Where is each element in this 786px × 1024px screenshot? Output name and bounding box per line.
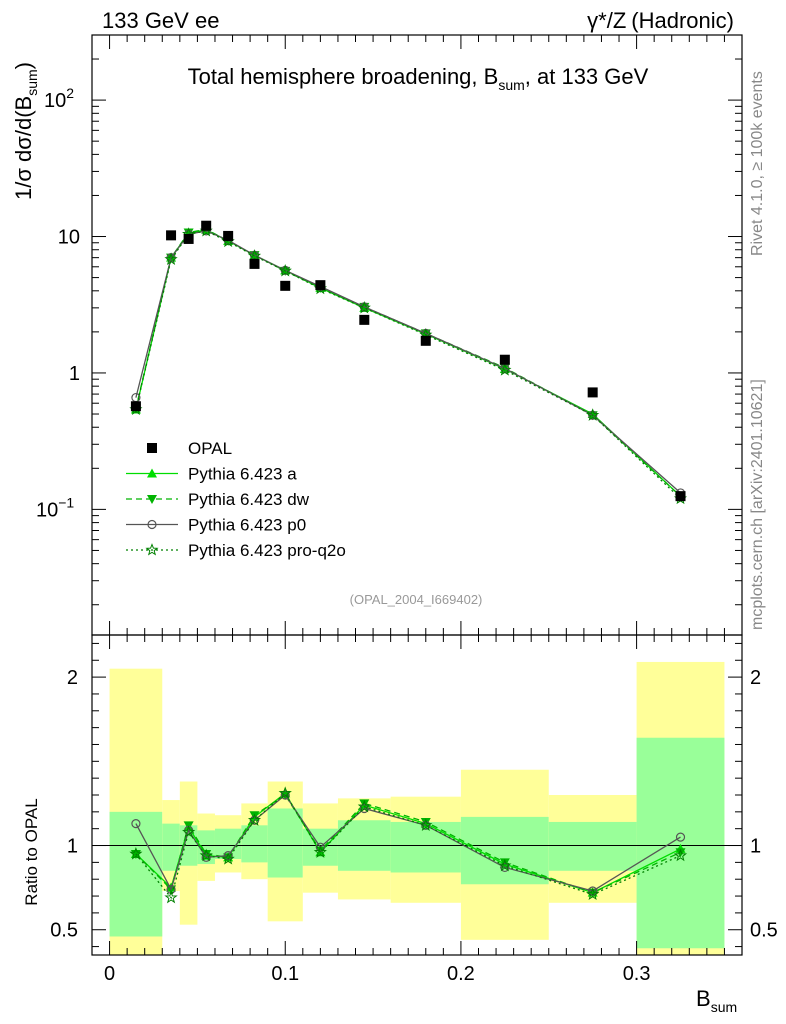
legend-marker	[147, 468, 157, 478]
stat-uncertainty-band	[109, 811, 163, 937]
legend-marker	[145, 543, 159, 556]
legend-item-2: Pythia 6.423 p0	[126, 516, 306, 535]
ratio-tick-label: 0.5	[50, 920, 78, 942]
series-ratio-point	[199, 848, 213, 862]
series-ratio-point	[500, 862, 510, 873]
y-tick-label: 10−1	[36, 494, 74, 521]
data-point	[280, 280, 291, 291]
series-point	[278, 263, 292, 277]
legend-item-1: Pythia 6.423 dw	[126, 490, 310, 509]
legend-label: Pythia 6.423 a	[188, 465, 297, 484]
x-tick-label: 0.3	[623, 963, 651, 985]
series-ratio-point	[280, 790, 290, 800]
stat-uncertainty-band	[267, 808, 303, 878]
data-point	[223, 230, 234, 241]
x-axis-label: Bsum	[696, 986, 737, 1015]
series-ratio-point	[201, 852, 211, 862]
stat-uncertainty-band	[636, 737, 725, 949]
data-point	[499, 354, 510, 365]
series-ratio-point	[420, 817, 431, 827]
data-point	[130, 401, 141, 412]
data-point	[359, 314, 370, 325]
data-point	[420, 335, 431, 346]
x-tick-label: 0	[104, 963, 115, 985]
series-ratio-point	[201, 849, 212, 859]
series-ratio-point	[247, 813, 262, 826]
ratio-tick-label-right: 2	[750, 667, 761, 689]
data-point	[587, 387, 598, 398]
series-ratio-point	[419, 818, 433, 831]
legend-label: Pythia 6.423 dw	[188, 490, 310, 509]
series-ratio-point	[313, 845, 327, 858]
legend-item-0: Pythia 6.423 a	[126, 465, 297, 484]
x-tick-label: 0.2	[447, 963, 475, 985]
data-point	[201, 220, 212, 231]
legend-marker-data	[147, 443, 157, 453]
series-ratio-point	[129, 846, 143, 860]
analysis-tag: (OPAL_2004_I669402)	[350, 592, 483, 607]
y-tick-label: 10	[58, 227, 80, 249]
series-point	[588, 410, 598, 420]
rivet-label: Rivet 4.1.0, ≥ 100k events	[749, 71, 766, 256]
y-tick-label: 102	[44, 85, 74, 112]
ratio-tick-label-right: 0.5	[750, 920, 778, 942]
data-point	[675, 491, 686, 502]
series-ratio-point	[675, 848, 686, 858]
process-label: 133 GeV ee	[102, 8, 219, 33]
data-point	[166, 230, 177, 241]
data-point	[249, 258, 260, 269]
series-ratio-point	[586, 887, 600, 900]
series-point	[164, 252, 178, 265]
series-ratio-point	[357, 799, 371, 813]
series-ratio-point	[359, 803, 369, 814]
beam-label: γ*/Z (Hadronic)	[587, 8, 734, 33]
series-ratio-point	[278, 786, 292, 800]
series-ratio-point	[673, 848, 688, 862]
plot-title: Total hemisphere broadening, Bsum, at 13…	[188, 64, 649, 93]
series-ratio-point	[182, 825, 196, 838]
legend-marker	[147, 495, 157, 504]
legend-label: Pythia 6.423 pro-q2o	[188, 541, 346, 560]
series-ratio-point	[131, 819, 141, 829]
series-point	[357, 300, 371, 314]
y-axis-label: 1/σ dσ/d(Bsum)	[11, 62, 40, 200]
ratio-axis-label: Ratio to OPAL	[22, 798, 41, 905]
x-tick-label: 0.1	[271, 963, 299, 985]
legend-item-data: OPAL	[147, 439, 232, 458]
series-ratio-point	[421, 820, 431, 830]
series-ratio-point	[675, 832, 686, 842]
stat-uncertainty-band	[162, 823, 180, 871]
series-line-main-3	[135, 230, 681, 500]
ratio-tick-label: 1	[67, 836, 78, 858]
series-point	[247, 249, 262, 262]
legend-label: Pythia 6.423 p0	[188, 516, 306, 535]
stat-uncertainty-band	[390, 821, 461, 873]
data-point	[315, 280, 326, 291]
series-ratio-point	[249, 815, 260, 825]
y-tick-label: 1	[69, 363, 80, 385]
series-ratio-point	[498, 858, 512, 872]
mcplots-label: mcplots.cern.ch [arXiv:2401.10621]	[749, 379, 766, 630]
legend-marker	[147, 519, 157, 530]
legend-label-data: OPAL	[188, 439, 232, 458]
series-point	[585, 408, 600, 421]
series-ratio-point	[221, 852, 235, 865]
data-point	[183, 233, 194, 244]
ratio-tick-label-right: 1	[750, 836, 761, 858]
legend-item-3: Pythia 6.423 pro-q2o	[126, 541, 346, 560]
series-ratio-point	[164, 890, 178, 904]
ratio-tick-label: 2	[67, 667, 78, 689]
stat-uncertainty-band	[548, 821, 637, 871]
series-point	[498, 363, 512, 376]
